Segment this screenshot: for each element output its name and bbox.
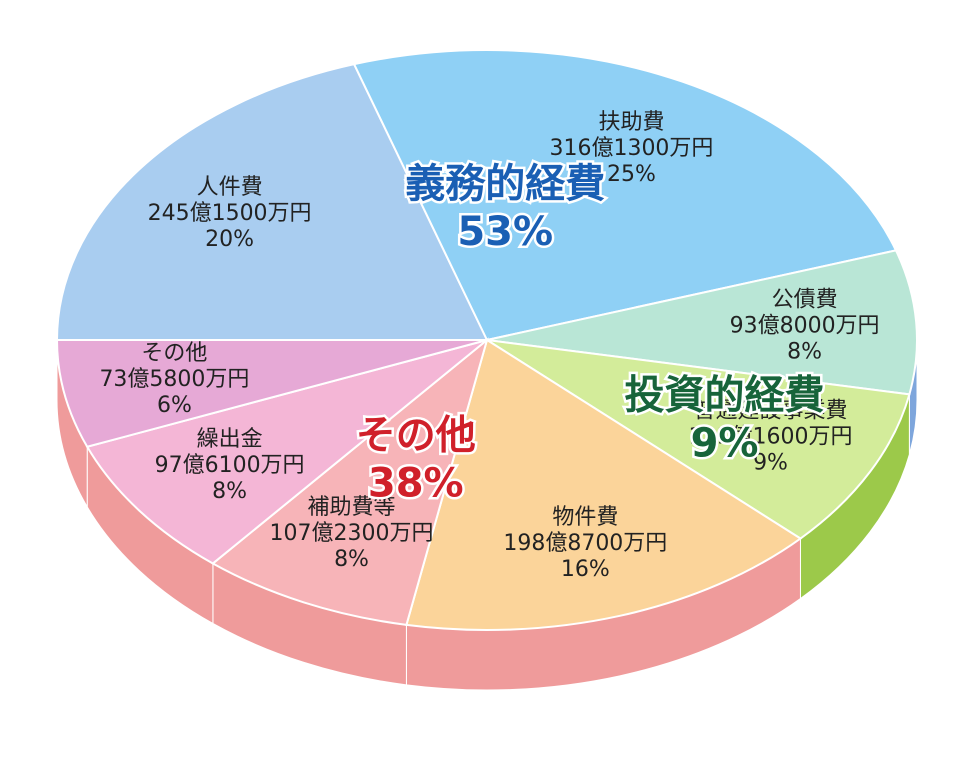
slice-label-line: 繰出金 bbox=[197, 427, 263, 452]
slice-label: その他 73億5800万円 6% bbox=[99, 341, 249, 418]
group-label: 投資的経費 9% bbox=[625, 373, 825, 467]
slice-label-line: 25% bbox=[607, 162, 656, 187]
slice-label: 繰出金 97億6100万円 8% bbox=[155, 427, 305, 504]
group-percent: 38% bbox=[368, 460, 464, 506]
slice bbox=[405, 338, 803, 631]
slice-label-line: 6% bbox=[157, 393, 192, 418]
slice-label: 扶助費 316億1300万円 25% bbox=[549, 110, 713, 187]
slice-label: 補助費等 107億2300万円 8% bbox=[270, 495, 434, 572]
slice-label-line: 245億1500万円 bbox=[148, 201, 312, 226]
group-label: 義務的経費 53% bbox=[405, 161, 605, 255]
group-percent: 9% bbox=[691, 421, 759, 467]
slice-label-line: 20% bbox=[205, 227, 254, 252]
slice-label-line: 111億1600万円 bbox=[689, 424, 853, 449]
group-name: 投資的経費 bbox=[625, 373, 825, 419]
slice-label: 物件費 198億8700万円 16% bbox=[503, 505, 667, 582]
slice bbox=[486, 249, 918, 396]
slice-label-line: 73億5800万円 bbox=[99, 367, 249, 392]
slice-label-line: 9% bbox=[753, 450, 788, 475]
slice-label-line: 8% bbox=[212, 479, 247, 504]
slice-label-line: 93億8000万円 bbox=[730, 314, 880, 339]
group-label: その他 38% bbox=[356, 412, 476, 506]
slice bbox=[352, 49, 898, 342]
group-name: その他 bbox=[356, 412, 476, 458]
slice-label: 人件費 245億1500万円 20% bbox=[148, 175, 312, 252]
slice-label-line: 扶助費 bbox=[598, 110, 664, 135]
slice bbox=[55, 339, 488, 448]
group-percent: 53% bbox=[457, 209, 553, 255]
slice-label-line: 8% bbox=[334, 547, 369, 572]
slice-label-line: 316億1300万円 bbox=[549, 136, 713, 161]
slice bbox=[486, 339, 911, 540]
slice-label-line: 公債費 bbox=[772, 288, 838, 313]
slice-label-line: 普通建設事業費 bbox=[694, 398, 848, 423]
slice bbox=[85, 339, 488, 565]
slice-label-line: 107億2300万円 bbox=[270, 521, 434, 546]
slice-label: 普通建設事業費 111億1600万円 9% bbox=[689, 398, 853, 475]
slice-label-line: 16% bbox=[561, 557, 610, 582]
slice-label-line: 198億8700万円 bbox=[503, 531, 667, 556]
slice bbox=[55, 63, 489, 341]
slice-label-line: 97億6100万円 bbox=[155, 453, 305, 478]
slice-label-line: 人件費 bbox=[197, 175, 263, 200]
slice-label-line: 補助費等 bbox=[308, 495, 396, 520]
group-name: 義務的経費 bbox=[405, 161, 605, 207]
slice-label: 公債費 93億8000万円 8% bbox=[730, 288, 880, 365]
slice bbox=[211, 337, 489, 626]
slice-label-line: その他 bbox=[141, 341, 207, 366]
slice-label-line: 物件費 bbox=[552, 505, 618, 530]
slice-label-line: 8% bbox=[787, 340, 822, 365]
